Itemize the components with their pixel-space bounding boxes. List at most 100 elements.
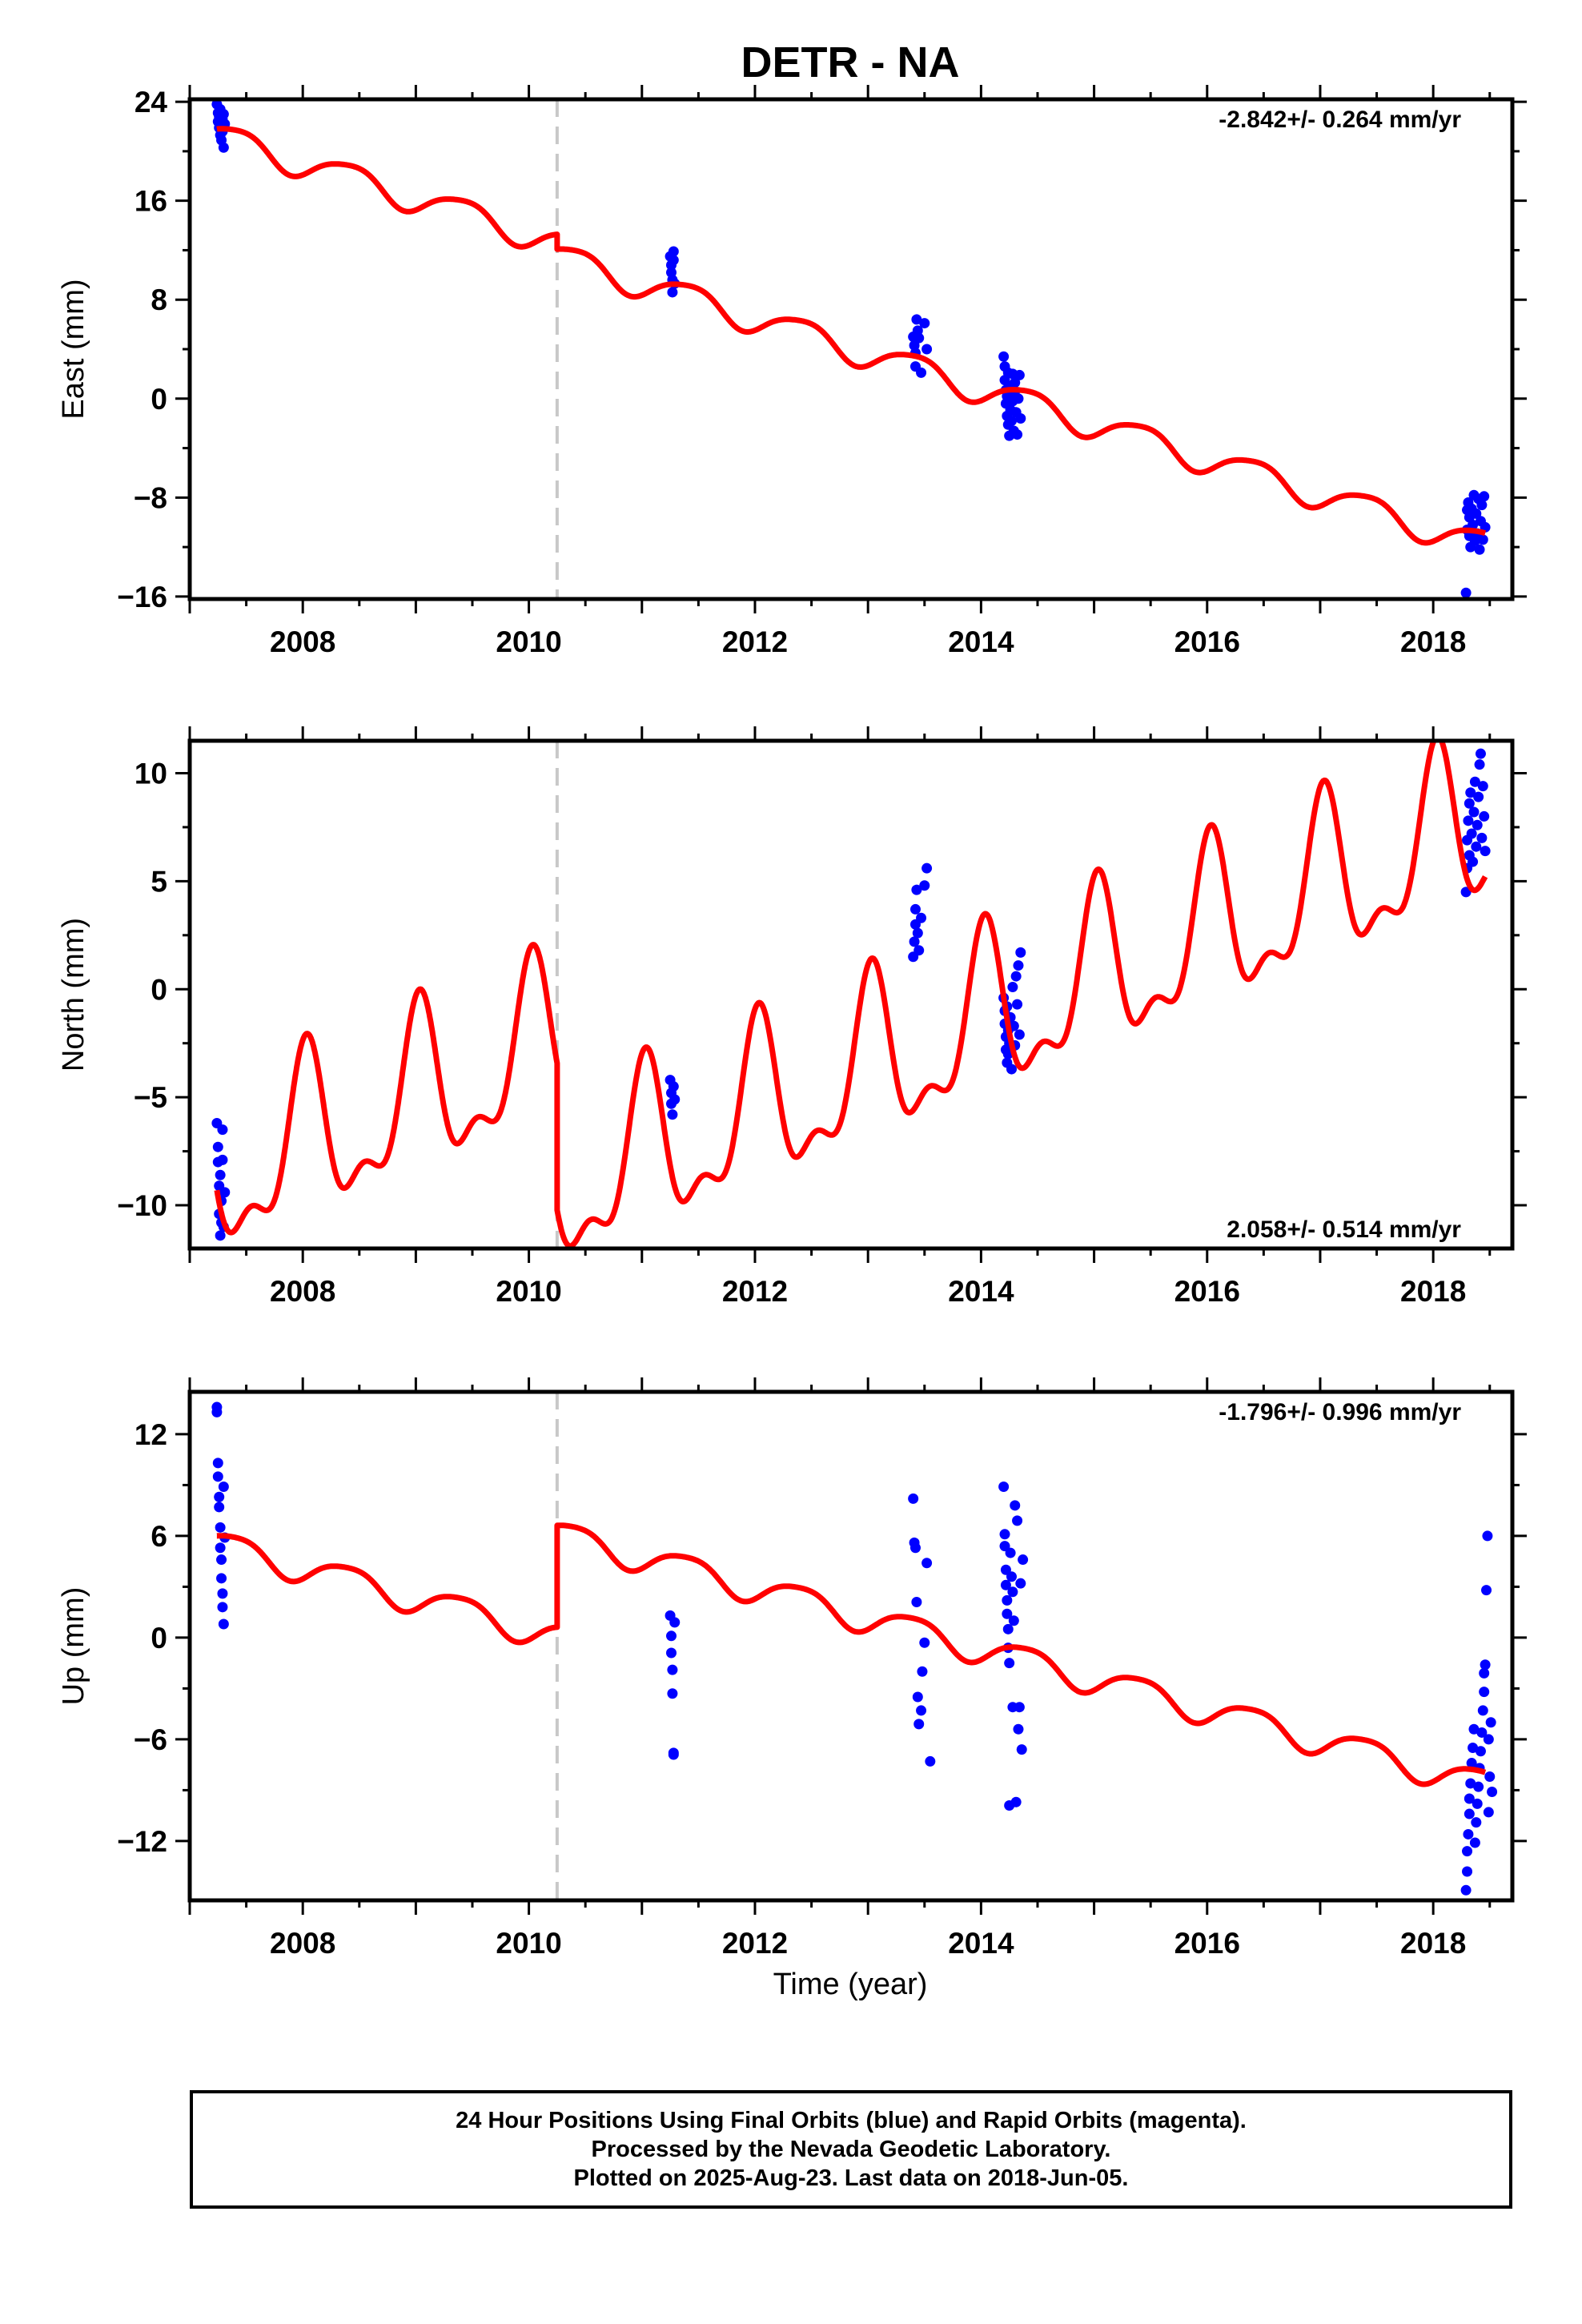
data-point xyxy=(214,1502,225,1513)
data-point xyxy=(218,109,229,120)
data-point xyxy=(1018,1554,1029,1566)
data-point xyxy=(1483,1734,1494,1745)
rate-label: -2.842+/- 0.264 mm/yr xyxy=(1219,107,1461,133)
data-point xyxy=(669,1617,681,1628)
x-tick-label: 2012 xyxy=(722,1275,788,1308)
data-point xyxy=(211,1401,223,1413)
x-axis-label: Time (year) xyxy=(773,1968,928,2001)
data-point xyxy=(1468,806,1480,818)
data-point xyxy=(1462,1866,1473,1877)
data-point xyxy=(999,1529,1010,1540)
data-point xyxy=(1014,1702,1025,1713)
footer-note-box: 24 Hour Positions Using Final Orbits (bl… xyxy=(190,2090,1512,2209)
data-point xyxy=(218,1618,229,1630)
data-point xyxy=(1487,1787,1498,1798)
model-fit-line xyxy=(214,741,1488,1248)
data-point xyxy=(218,142,229,153)
data-point xyxy=(667,1688,678,1699)
x-tick-label: 2016 xyxy=(1174,625,1240,658)
y-tick-label: −10 xyxy=(117,1189,167,1222)
data-point xyxy=(667,1664,678,1675)
data-point xyxy=(668,1749,679,1760)
y-tick-label: −16 xyxy=(117,581,167,613)
data-point xyxy=(1477,781,1488,792)
data-point xyxy=(1465,1778,1476,1789)
data-point xyxy=(1006,1063,1017,1075)
data-point xyxy=(1472,819,1483,830)
footer-line-1: 24 Hour Positions Using Final Orbits (bl… xyxy=(456,2108,1247,2133)
data-point xyxy=(1012,1515,1023,1526)
x-tick-label: 2016 xyxy=(1174,1275,1240,1308)
data-point xyxy=(913,332,925,344)
y-tick-label: 16 xyxy=(135,185,167,218)
data-point xyxy=(919,880,930,891)
rate-label: 2.058+/- 0.514 mm/yr xyxy=(1227,1216,1461,1243)
x-tick-label: 2012 xyxy=(722,625,788,658)
x-tick-label: 2018 xyxy=(1400,625,1466,658)
data-point xyxy=(1477,534,1488,545)
y-tick-label: −8 xyxy=(134,481,167,514)
data-point xyxy=(212,1471,223,1482)
data-point xyxy=(1474,544,1485,555)
data-point xyxy=(909,936,920,947)
data-point xyxy=(1002,1623,1014,1634)
data-point xyxy=(1468,856,1479,867)
data-point xyxy=(1013,393,1024,404)
y-tick-label: 12 xyxy=(135,1418,167,1451)
data-point xyxy=(215,1522,226,1533)
data-point xyxy=(1014,1029,1025,1040)
data-point xyxy=(1479,1667,1490,1679)
data-point xyxy=(214,1491,225,1502)
data-point xyxy=(1480,1659,1491,1671)
data-point xyxy=(1463,1828,1474,1839)
data-point xyxy=(1014,369,1025,380)
plot-frame xyxy=(187,1389,1515,1903)
panel-north: 2008 2010 2012 2014 2016 2018 10 5 0 −5 −10 North (… xyxy=(57,726,1527,1308)
data-point xyxy=(668,246,679,257)
data-point xyxy=(1015,412,1026,424)
data-point xyxy=(1464,798,1475,809)
data-point xyxy=(1012,999,1023,1010)
plot-frame xyxy=(187,97,1515,601)
y-tick-label: 0 xyxy=(151,383,167,416)
data-point xyxy=(1469,1837,1480,1848)
data-point xyxy=(1482,1530,1493,1542)
data-point xyxy=(1015,1578,1026,1589)
data-point xyxy=(1472,1798,1483,1809)
y-tick-label: 0 xyxy=(151,1622,167,1655)
data-point xyxy=(913,945,925,956)
data-point xyxy=(665,1630,677,1642)
data-point xyxy=(1004,1658,1015,1669)
data-point xyxy=(919,1637,930,1648)
data-point xyxy=(215,1169,226,1180)
y-tick-label: 10 xyxy=(135,757,167,790)
x-tick-label: 2008 xyxy=(270,625,335,658)
data-point xyxy=(921,862,933,874)
x-tick-label: 2018 xyxy=(1400,1927,1466,1960)
data-point xyxy=(917,1666,928,1677)
data-point xyxy=(215,1230,226,1241)
data-point xyxy=(217,1602,228,1613)
data-point xyxy=(921,1558,933,1569)
data-point xyxy=(916,1705,927,1716)
data-point xyxy=(1460,1884,1472,1896)
data-point xyxy=(1010,971,1022,982)
data-point xyxy=(665,1647,677,1659)
data-point xyxy=(1010,1796,1022,1807)
data-point xyxy=(909,1542,921,1554)
data-point xyxy=(668,1081,679,1092)
figure-title: DETR - NA xyxy=(741,38,960,86)
data-point xyxy=(1010,1500,1021,1511)
data-point xyxy=(1479,810,1490,822)
data-point xyxy=(1477,1705,1488,1716)
x-tick-label: 2016 xyxy=(1174,1927,1240,1960)
data-point xyxy=(1474,759,1485,770)
data-point xyxy=(1460,587,1472,598)
data-point xyxy=(1479,491,1490,502)
data-point xyxy=(1484,1771,1496,1782)
x-tick-label: 2014 xyxy=(948,1275,1014,1308)
y-tick-label: −5 xyxy=(134,1081,167,1114)
data-point xyxy=(1471,1817,1482,1828)
data-point xyxy=(1006,1571,1017,1582)
data-point xyxy=(911,314,922,325)
